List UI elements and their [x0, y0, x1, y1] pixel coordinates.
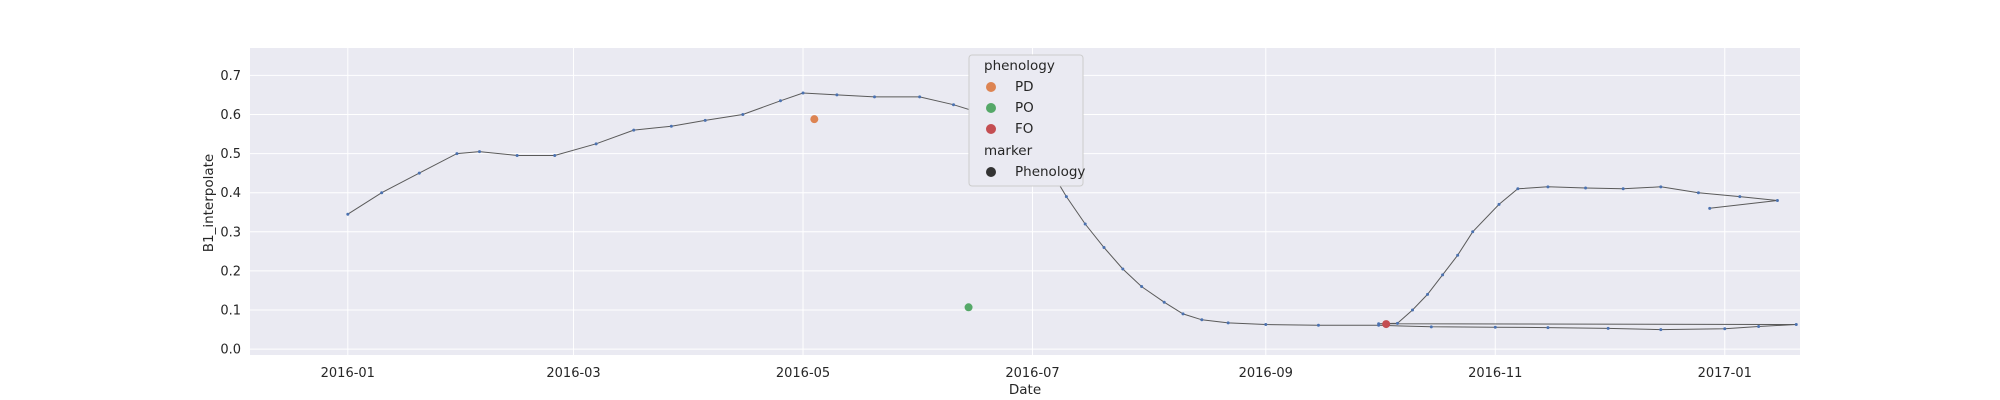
- legend-hue-title: phenology: [984, 58, 1055, 74]
- legend-marker-po: [986, 103, 996, 113]
- line-point: [1456, 253, 1460, 257]
- line-point: [1411, 308, 1414, 312]
- line-point: [1794, 322, 1798, 326]
- line-point: [632, 128, 636, 132]
- legend-label-po: PO: [1015, 100, 1034, 116]
- x-tick-label: 2016-09: [1239, 366, 1293, 381]
- y-axis-label: B1_interpolate: [201, 154, 217, 253]
- line-point: [380, 191, 384, 195]
- line-point: [455, 152, 459, 156]
- legend-marker-title: marker: [984, 143, 1033, 159]
- line-point: [1584, 186, 1588, 190]
- line-point: [1497, 202, 1501, 206]
- y-tick-label: 0.0: [220, 343, 241, 358]
- legend-marker-fo: [986, 124, 996, 134]
- y-tick-label: 0.6: [220, 108, 241, 123]
- line-point: [1377, 322, 1381, 326]
- line-point: [1546, 326, 1550, 330]
- line-point: [594, 142, 598, 146]
- line-point: [553, 154, 557, 158]
- legend-entries: PD PO FO Phenology: [986, 79, 1085, 180]
- legend-box: [968, 54, 1084, 187]
- line-point: [952, 103, 956, 107]
- line-point: [1395, 321, 1399, 325]
- line-point: [477, 150, 481, 154]
- y-tick-label: 0.5: [220, 147, 241, 162]
- x-tick-label: 2016-11: [1468, 366, 1522, 381]
- x-tick-label: 2016-05: [776, 366, 830, 381]
- line-point: [1426, 292, 1430, 296]
- legend-label-style: Phenology: [1015, 164, 1085, 180]
- legend-label-fo: FO: [1015, 121, 1033, 137]
- line-point: [1181, 312, 1185, 316]
- line-point: [1200, 318, 1204, 322]
- markers: [346, 91, 1798, 332]
- line-point: [1226, 321, 1230, 325]
- phenology-point-po: [964, 303, 973, 312]
- y-tick-label: 0.2: [220, 264, 241, 279]
- series-line: [347, 92, 1797, 331]
- line-point: [1696, 191, 1700, 195]
- x-axis-label: Date: [1009, 382, 1041, 398]
- line-point: [1775, 199, 1779, 203]
- line-point: [1606, 326, 1610, 330]
- line-point: [1659, 185, 1663, 189]
- line-point: [873, 95, 877, 99]
- line-point: [669, 124, 673, 128]
- y-tick-label: 0.1: [220, 304, 241, 319]
- line-point: [1064, 195, 1068, 199]
- x-tick-label: 2017-01: [1698, 366, 1752, 381]
- line-point: [1546, 185, 1550, 189]
- legend: phenology PD PO FO Phenology marker: [968, 54, 1085, 187]
- phenology-point-fo: [1382, 320, 1391, 329]
- y-tick-labels: 0.0 0.1 0.2 0.3 0.4 0.5 0.6 0.7: [220, 69, 241, 358]
- line-point: [1471, 230, 1475, 234]
- line-point: [1083, 222, 1087, 226]
- line-point: [741, 112, 745, 116]
- line-point: [1723, 327, 1727, 331]
- line-point: [417, 171, 421, 175]
- x-tick-label: 2016-01: [321, 366, 375, 381]
- line-point: [515, 154, 519, 158]
- y-tick-label: 0.3: [220, 225, 241, 240]
- phenology-point-pd: [810, 115, 819, 124]
- line-point: [1493, 325, 1497, 329]
- legend-marker-pd: [986, 82, 996, 92]
- line-point: [778, 99, 782, 103]
- line-point: [835, 93, 839, 97]
- legend-label-pd: PD: [1015, 79, 1034, 95]
- line-point: [1659, 328, 1663, 332]
- line-point: [1429, 325, 1433, 329]
- line-point: [1738, 195, 1742, 199]
- line-point: [1102, 245, 1106, 249]
- y-tick-label: 0.7: [220, 69, 241, 84]
- line-point: [1264, 322, 1268, 326]
- lines: [347, 92, 1797, 331]
- line-point: [1708, 206, 1712, 210]
- line-point: [1140, 285, 1144, 289]
- line-point: [918, 95, 922, 99]
- y-tick-label: 0.4: [220, 186, 241, 201]
- line-point: [703, 118, 707, 122]
- line-point: [1162, 300, 1166, 304]
- line-point: [801, 91, 805, 95]
- x-tick-label: 2016-03: [546, 366, 600, 381]
- x-tick-label: 2016-07: [1005, 366, 1059, 381]
- line-point: [1121, 267, 1125, 271]
- line-point: [346, 212, 350, 216]
- x-tick-labels: 2016-01 2016-03 2016-05 2016-07 2016-09 2016-…: [321, 366, 1752, 381]
- line-point: [1441, 273, 1445, 277]
- legend-marker-style: [986, 167, 996, 177]
- line-point: [1316, 323, 1320, 327]
- line-point: [1621, 187, 1625, 191]
- line-point: [1757, 324, 1761, 328]
- line-point: [1516, 187, 1520, 191]
